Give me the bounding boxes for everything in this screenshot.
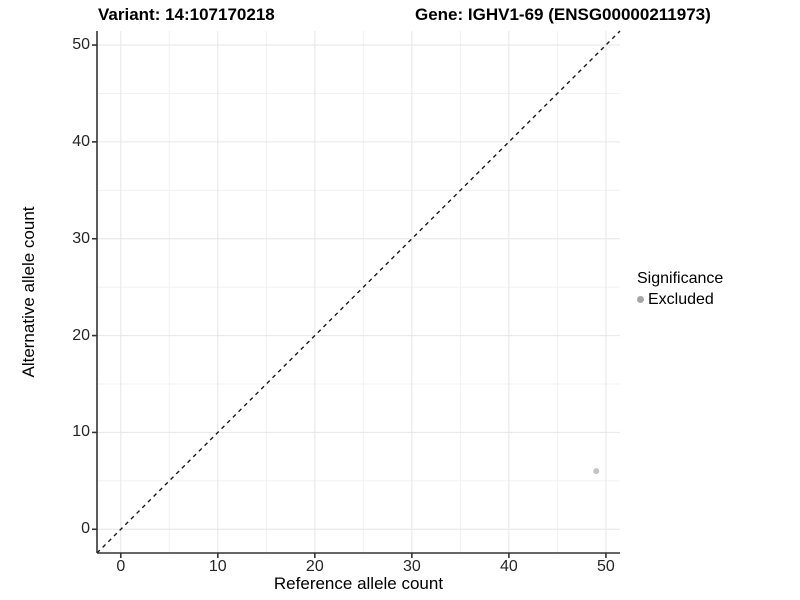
legend-title: Significance — [637, 270, 724, 287]
y-tick-label: 50 — [72, 36, 90, 54]
y-tick-label: 10 — [72, 423, 90, 441]
legend-item-label: Excluded — [648, 291, 714, 308]
x-tick-label: 50 — [597, 558, 615, 575]
data-point — [593, 468, 600, 475]
x-tick-label: 30 — [402, 558, 421, 575]
x-axis-title: Reference allele count — [273, 574, 444, 593]
x-tick-label: 10 — [208, 558, 227, 575]
identity-reference-line — [96, 30, 621, 554]
plot-title-variant: Variant: 14:107170218 — [98, 5, 275, 24]
x-tick-label: 20 — [305, 558, 324, 575]
legend-key-dot-icon — [637, 296, 644, 303]
legend-item-excluded: Excluded — [637, 290, 723, 309]
y-axis-title: Alternative allele count — [19, 206, 38, 378]
plot-title-gene: Gene: IGHV1-69 (ENSG00000211973) — [415, 5, 711, 24]
legend: Significance Excluded — [637, 269, 723, 309]
x-tick-label: 0 — [116, 558, 126, 575]
y-tick-label: 30 — [72, 229, 90, 247]
x-tick-label: 40 — [499, 558, 518, 575]
y-tick-label: 20 — [72, 326, 90, 344]
y-tick-label: 0 — [81, 520, 90, 538]
y-tick-label: 40 — [72, 132, 90, 150]
